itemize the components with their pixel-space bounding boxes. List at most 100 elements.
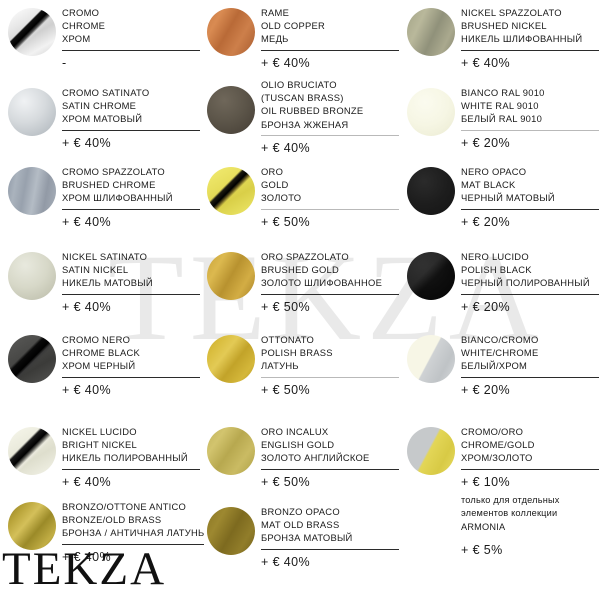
finish-names: BIANCO/CROMO WHITE/CHROME БЕЛЫЙ/ХРОМ: [461, 333, 599, 373]
note-line-2: элементов коллекции: [461, 508, 558, 519]
finish-names: ORO INCALUX ENGLISH GOLD ЗОЛОТО АНГЛИЙСК…: [261, 425, 399, 465]
finish-info: OTTONATO POLISH BRASS ЛАТУНЬ + € 50%: [259, 333, 399, 397]
finish-cell-nero-opaco[interactable]: NERO OPACO MAT BLACK ЧЕРНЫЙ МАТОВЫЙ + € …: [403, 165, 599, 229]
divider: [261, 134, 399, 136]
name-it: NICKEL LUCIDO: [62, 426, 137, 437]
finish-cell-bronzo-ottone-antico[interactable]: BRONZO/OTTONE ANTICO BRONZE/OLD BRASS БР…: [4, 500, 205, 564]
name-en: CHROME/GOLD: [461, 439, 535, 451]
swatch-wrap: [403, 425, 459, 475]
divider: [461, 293, 599, 295]
swatch-mat-old-brass: [207, 507, 255, 555]
swatch-chrome-black: [8, 335, 56, 383]
finish-cell-bronzo-opaco[interactable]: BRONZO OPACO MAT OLD BRASS БРОНЗА МАТОВЫ…: [203, 505, 399, 569]
name-it: OTTONATO: [261, 334, 315, 345]
finish-cell-cromo[interactable]: CROMO CHROME ХРОМ -: [4, 6, 200, 70]
divider: [261, 208, 399, 210]
finish-info: OLIO BRUCIATO (TUSCAN BRASS) OIL RUBBED …: [259, 78, 399, 155]
divider: [62, 376, 200, 378]
name-it: CROMO NERO: [62, 334, 131, 345]
name-it: CROMO: [62, 7, 100, 18]
finish-cell-bianco-ral-9010[interactable]: BIANCO RAL 9010 WHITE RAL 9010 БЕЛЫЙ RAL…: [403, 86, 599, 150]
finish-names: BRONZO/OTTONE ANTICO BRONZE/OLD BRASS БР…: [62, 500, 204, 540]
swatch-wrap: [403, 86, 459, 136]
swatch-english-gold: [207, 427, 255, 475]
name-ru: МЕДЬ: [261, 33, 289, 45]
name-en: CHROME: [62, 20, 106, 32]
price-label: -: [62, 55, 67, 70]
finish-cell-nickel-lucido[interactable]: NICKEL LUCIDO BRIGHT NICKEL НИКЕЛЬ ПОЛИР…: [4, 425, 200, 489]
finish-names: CROMO SATINATO SATIN CHROME ХРОМ МАТОВЫЙ: [62, 86, 200, 126]
divider: [461, 208, 599, 210]
price-label: + € 50%: [261, 299, 311, 314]
finish-info: CROMO NERO CHROME BLACK ХРОМ ЧЕРНЫЙ + € …: [60, 333, 200, 397]
name-it: ORO: [261, 166, 284, 177]
finish-cell-nickel-spazzolato[interactable]: NICKEL SPAZZOLATO BRUSHED NICKEL НИКЕЛЬ …: [403, 6, 599, 70]
watermark-large: TEKZA: [108, 229, 545, 366]
finish-names: NICKEL LUCIDO BRIGHT NICKEL НИКЕЛЬ ПОЛИР…: [62, 425, 200, 465]
armonia-note: только для отдельных элементов коллекции…: [403, 492, 599, 557]
name-it: CROMO/ORO: [461, 426, 524, 437]
swatch-wrap: [203, 78, 259, 134]
swatch-wrap: [203, 425, 259, 475]
swatch-wrap: [403, 165, 459, 215]
divider: [261, 293, 399, 295]
name-ru: ХРОМ МАТОВЫЙ: [62, 113, 143, 125]
finish-cell-cromo-satinato[interactable]: CROMO SATINATO SATIN CHROME ХРОМ МАТОВЫЙ…: [4, 86, 200, 150]
name-it: NERO LUCIDO: [461, 251, 529, 262]
name-ru: БЕЛЫЙ/ХРОМ: [461, 360, 528, 372]
finish-cell-cromo-spazzolato[interactable]: CROMO SPAZZOLATO BRUSHED CHROME ХРОМ ШЛИ…: [4, 165, 200, 229]
divider: [62, 293, 200, 295]
name-ru: НИКЕЛЬ ПОЛИРОВАННЫЙ: [62, 452, 188, 464]
note-price-label: + € 5%: [461, 543, 503, 558]
swatch-wrap: [403, 6, 459, 56]
finish-cell-cromo-oro[interactable]: CROMO/ORO CHROME/GOLD ХРОМ/ЗОЛОТО + € 10…: [403, 425, 599, 489]
finish-names: NICKEL SATINATO SATIN NICKEL НИКЕЛЬ МАТО…: [62, 250, 200, 290]
finish-cell-nero-lucido[interactable]: NERO LUCIDO POLISH BLACK ЧЕРНЫЙ ПОЛИРОВА…: [403, 250, 599, 314]
finish-cell-bianco-cromo[interactable]: BIANCO/CROMO WHITE/CHROME БЕЛЫЙ/ХРОМ + €…: [403, 333, 599, 397]
name-it: CROMO SPAZZOLATO: [62, 166, 165, 177]
finish-info: ORO GOLD ЗОЛОТО + € 50%: [259, 165, 399, 229]
price-label: + € 20%: [461, 214, 511, 229]
swatch-polish-black: [407, 252, 455, 300]
price-label: + € 40%: [62, 474, 112, 489]
swatch-satin-nickel: [8, 252, 56, 300]
price-label: + € 40%: [261, 140, 311, 155]
divider: [62, 543, 205, 545]
finish-info: ORO SPAZZOLATO BRUSHED GOLD ЗОЛОТО ШЛИФО…: [259, 250, 399, 314]
swatch-bronze-old-brass: [8, 502, 56, 550]
swatch-wrap: [4, 333, 60, 383]
price-label: + € 20%: [461, 135, 511, 150]
finish-info: CROMO/ORO CHROME/GOLD ХРОМ/ЗОЛОТО + € 10…: [459, 425, 599, 489]
finish-names: CROMO CHROME ХРОМ: [62, 6, 200, 46]
price-label: + € 40%: [261, 554, 311, 569]
name-ru: ХРОМ ШЛИФОВАННЫЙ: [62, 192, 173, 204]
finish-info: CROMO CHROME ХРОМ -: [60, 6, 200, 70]
price-label: + € 40%: [62, 214, 112, 229]
price-label: + € 40%: [62, 549, 112, 564]
finish-cell-olio-bruciato[interactable]: OLIO BRUCIATO (TUSCAN BRASS) OIL RUBBED …: [203, 78, 399, 155]
finish-info: NICKEL SATINATO SATIN NICKEL НИКЕЛЬ МАТО…: [60, 250, 200, 314]
swatch-polish-brass: [207, 335, 255, 383]
swatch-wrap: [4, 500, 60, 550]
name-it: NERO OPACO: [461, 166, 527, 177]
finish-cell-cromo-nero[interactable]: CROMO NERO CHROME BLACK ХРОМ ЧЕРНЫЙ + € …: [4, 333, 200, 397]
name-ru: ЛАТУНЬ: [261, 360, 299, 372]
finish-cell-oro[interactable]: ORO GOLD ЗОЛОТО + € 50%: [203, 165, 399, 229]
name-en: BRUSHED GOLD: [261, 264, 340, 276]
swatch-white-ral: [407, 88, 455, 136]
name-it: BRONZO OPACO: [261, 506, 340, 517]
finish-cell-oro-spazzolato[interactable]: ORO SPAZZOLATO BRUSHED GOLD ЗОЛОТО ШЛИФО…: [203, 250, 399, 314]
note-line-3: ARMONIA: [461, 521, 506, 532]
finish-cell-nickel-satinato[interactable]: NICKEL SATINATO SATIN NICKEL НИКЕЛЬ МАТО…: [4, 250, 200, 314]
finish-cell-rame[interactable]: RAME OLD COPPER МЕДЬ + € 40%: [203, 6, 399, 70]
name-en: SATIN CHROME: [62, 100, 137, 112]
finish-names: NICKEL SPAZZOLATO BRUSHED NICKEL НИКЕЛЬ …: [461, 6, 599, 46]
swatch-wrap: [203, 333, 259, 383]
divider: [461, 49, 599, 51]
finish-cell-ottonato[interactable]: OTTONATO POLISH BRASS ЛАТУНЬ + € 50%: [203, 333, 399, 397]
brand-logo: TEKZA: [2, 543, 167, 595]
name-ru: ХРОМ/ЗОЛОТО: [461, 452, 533, 464]
finish-cell-oro-incalux[interactable]: ORO INCALUX ENGLISH GOLD ЗОЛОТО АНГЛИЙСК…: [203, 425, 399, 489]
note-lines: только для отдельных элементов коллекции…: [461, 494, 599, 534]
